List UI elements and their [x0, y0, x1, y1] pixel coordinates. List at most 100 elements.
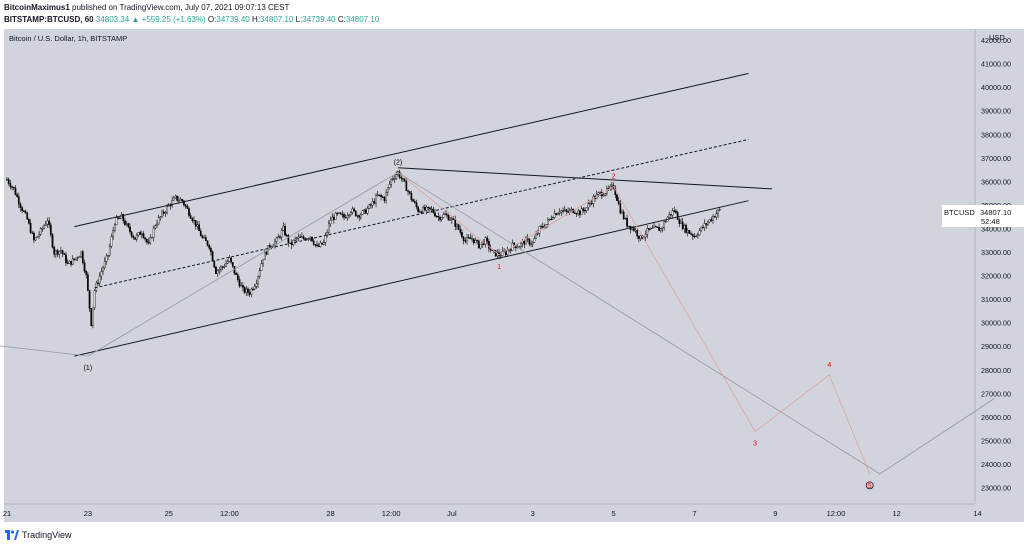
last-price: 34803.34 [95, 15, 130, 24]
candle-body [184, 204, 187, 207]
candle-body [218, 269, 221, 271]
high-value: 34807.10 [259, 15, 294, 24]
wave-label: (2) [394, 159, 403, 166]
candle-body [156, 223, 158, 226]
candle-body [439, 216, 441, 220]
time-tick-label: Jul [447, 509, 457, 518]
candle-body [137, 232, 140, 236]
candle-body [189, 215, 192, 219]
candle-body [322, 242, 325, 245]
time-ticks: 21 23 25 12:00 28 12:00 Jul 3 5 7 9 12:00 12 14 [3, 509, 982, 518]
candle-body [351, 208, 354, 213]
candle-body [664, 221, 667, 223]
candle-body [307, 238, 310, 240]
candle-body [457, 224, 460, 230]
candle-body [499, 255, 502, 257]
candle-body [9, 183, 12, 187]
candle-body [49, 224, 52, 235]
candle-body [19, 203, 22, 208]
candle-body [211, 251, 214, 262]
candle-body [476, 240, 478, 242]
tradingview-logo-icon[interactable] [5, 530, 19, 540]
time-tick-label: 23 [84, 509, 92, 518]
candle-body [461, 232, 463, 238]
price-tick-label: 30000.00 [981, 319, 1011, 328]
candle-body [356, 215, 359, 217]
candle-body [176, 195, 179, 201]
wave-labels: (1) (2) 1 2 3 4 5 [84, 159, 874, 490]
candle-body [456, 224, 458, 227]
candle-body [697, 234, 699, 237]
candle-body [547, 219, 549, 225]
candle-body [710, 219, 713, 221]
candle-body [204, 237, 207, 241]
candle-body [285, 234, 288, 237]
candle-body [712, 216, 714, 221]
time-tick-label: 12:00 [220, 509, 239, 518]
candle-body [508, 249, 510, 251]
author-name[interactable]: BitcoinMaximus1 [4, 3, 70, 12]
candle-body [624, 217, 627, 220]
close-label: C: [337, 15, 346, 24]
candle-body [223, 266, 226, 268]
candle-body [75, 257, 77, 260]
candle-body [191, 218, 194, 222]
price-tick-label: 41000.00 [981, 60, 1011, 69]
candle-body [76, 257, 79, 259]
candle-body [560, 210, 563, 213]
candle-body [573, 212, 576, 214]
candle-body [570, 208, 573, 211]
candle-body [580, 208, 583, 215]
price-tick-label: 33000.00 [981, 248, 1011, 257]
candle-body [44, 223, 47, 226]
candle-body [385, 192, 387, 201]
candle-body [634, 230, 637, 232]
candle-body [221, 266, 224, 268]
candle-body [375, 195, 377, 204]
candle-body [354, 210, 357, 217]
candle-body [390, 178, 393, 185]
candle-body [178, 200, 180, 202]
candle-body [97, 282, 99, 284]
candle-body [51, 234, 54, 248]
plot-area[interactable] [4, 29, 975, 504]
candle-body [61, 250, 64, 255]
candle-body [691, 234, 694, 237]
candle-body [331, 216, 334, 221]
candle-body [294, 238, 296, 241]
candle-body [39, 228, 42, 235]
candle-body [703, 223, 706, 228]
candle-body [194, 220, 197, 227]
candle-body [617, 200, 620, 204]
time-axis[interactable] [4, 504, 1024, 522]
candle-body [371, 201, 374, 206]
candle-body [31, 232, 34, 234]
candle-body [242, 285, 244, 288]
candle-body [553, 213, 556, 218]
candle-body [621, 211, 623, 214]
price-axis[interactable] [975, 29, 1024, 504]
candle-body [317, 245, 320, 247]
candle-body [611, 184, 613, 187]
candle-body [447, 215, 450, 221]
price-tag-symbol: BTCUSD [944, 208, 975, 217]
candle-body [353, 208, 355, 212]
candle-body [226, 261, 229, 264]
candle-body [17, 196, 20, 205]
candle-body [604, 193, 607, 196]
candle-body [231, 262, 234, 267]
candle-body [415, 202, 418, 208]
candle-body [481, 241, 484, 245]
candle-body [474, 240, 477, 243]
candle-body [648, 228, 650, 230]
candle-body [198, 224, 200, 232]
price-axis-unit: USD [989, 33, 1005, 42]
tradingview-brand[interactable]: TradingView [22, 530, 72, 540]
open-value: 34739.40 [216, 15, 250, 24]
low-label: L: [295, 15, 303, 24]
candle-body [582, 208, 585, 211]
candle-body [646, 228, 649, 235]
candle-body [557, 212, 559, 216]
candle-body [193, 220, 195, 222]
